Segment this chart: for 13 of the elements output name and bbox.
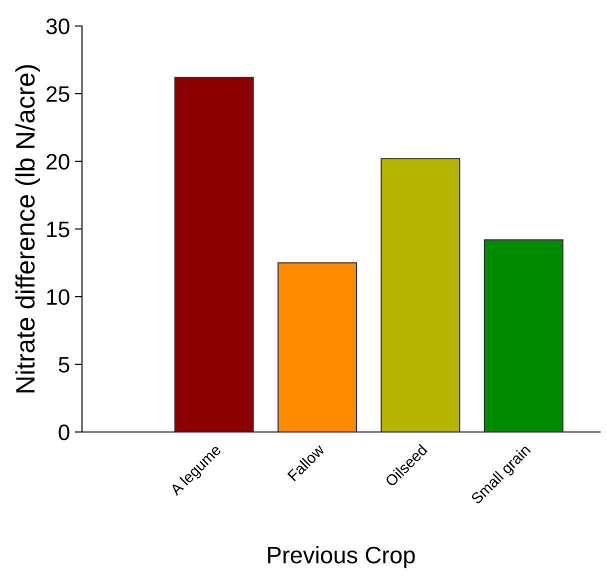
- y-tick-label: 30: [46, 18, 70, 34]
- y-tick-label: 0: [58, 424, 70, 440]
- y-tick-label: 5: [58, 357, 70, 373]
- bar: [278, 262, 358, 432]
- y-tick-label: 25: [46, 86, 70, 102]
- y-tick-label: 10: [47, 289, 70, 305]
- bar: [484, 239, 564, 432]
- y-axis-title: Nitrate difference (lb N/acre): [15, 65, 40, 392]
- y-tick-label: 15: [47, 222, 70, 238]
- x-axis-title: Previous Crop: [268, 546, 415, 568]
- bar: [380, 158, 460, 432]
- bar: [174, 76, 254, 432]
- y-tick-label: 20: [46, 154, 70, 170]
